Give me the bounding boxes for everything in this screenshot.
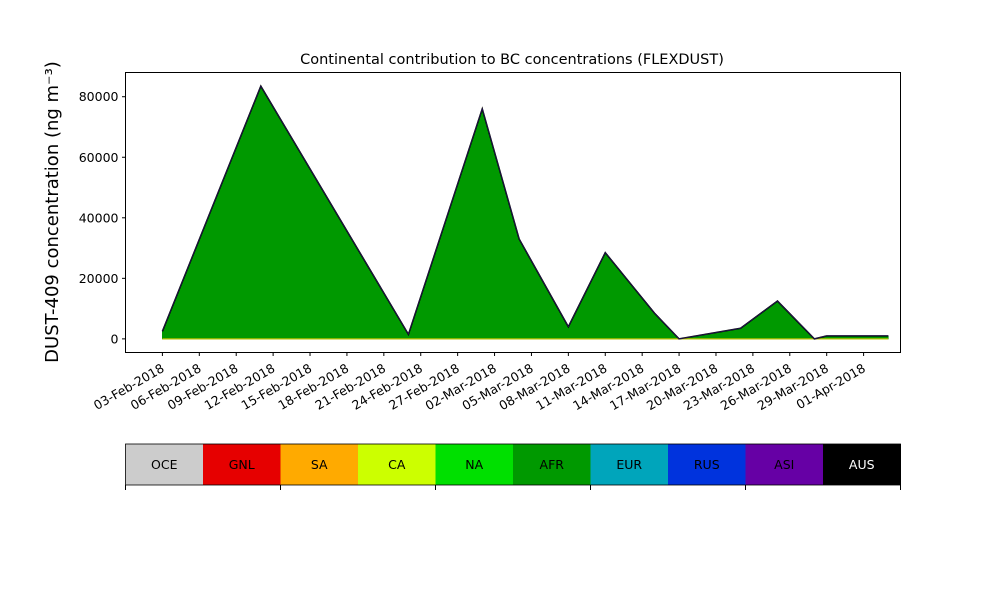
- legend-frame: [125, 443, 901, 486]
- legend-label-oce: OCE: [151, 457, 178, 472]
- legend-swatch-gnl: [203, 444, 281, 485]
- plot-outline: [161, 84, 889, 340]
- legend-label-afr: AFR: [540, 457, 565, 472]
- legend-label-sa: SA: [311, 457, 328, 472]
- total-line-highlight: [162, 85, 889, 340]
- legend-label-eur: EUR: [616, 457, 642, 472]
- legend-swatch-rus: [668, 444, 746, 485]
- legend-swatch-ca: [358, 444, 436, 485]
- legend-label-na: NA: [465, 457, 483, 472]
- x-axis: 03-Feb-201806-Feb-201809-Feb-201812-Feb-…: [91, 352, 868, 413]
- legend-swatch-eur: [590, 444, 669, 485]
- y-axis: 0 20000 40000 60000 80000: [79, 89, 126, 346]
- plot-areas: [162, 85, 889, 340]
- y-tick-label: 60000: [79, 150, 119, 165]
- legend-bar: OCE GNL SA CA NA AFR EUR RUS ASI AUS: [125, 443, 901, 490]
- legend-swatch-afr: [513, 444, 591, 485]
- legend-label-ca: CA: [388, 457, 406, 472]
- y-tick-label: 40000: [79, 210, 119, 225]
- legend-swatch-na: [435, 444, 514, 485]
- plot-frame: [125, 72, 901, 353]
- y-tick-label: 80000: [79, 89, 119, 104]
- area-afr: [162, 85, 889, 340]
- legend-swatch-aus: [823, 444, 901, 485]
- legend-label-asi: ASI: [774, 457, 794, 472]
- legend-swatch-sa: [280, 444, 359, 485]
- legend-swatch-asi: [745, 444, 824, 485]
- chart-title: Continental contribution to BC concentra…: [300, 52, 724, 68]
- legend-label-gnl: GNL: [229, 457, 255, 472]
- legend-swatch-oce: [125, 444, 204, 485]
- y-tick-label: 20000: [79, 271, 119, 286]
- y-axis-label: DUST-409 concentration (ng m⁻³): [42, 61, 63, 363]
- legend-label-rus: RUS: [694, 457, 720, 472]
- y-tick-label: 0: [111, 331, 119, 346]
- legend-label-aus: AUS: [849, 457, 875, 472]
